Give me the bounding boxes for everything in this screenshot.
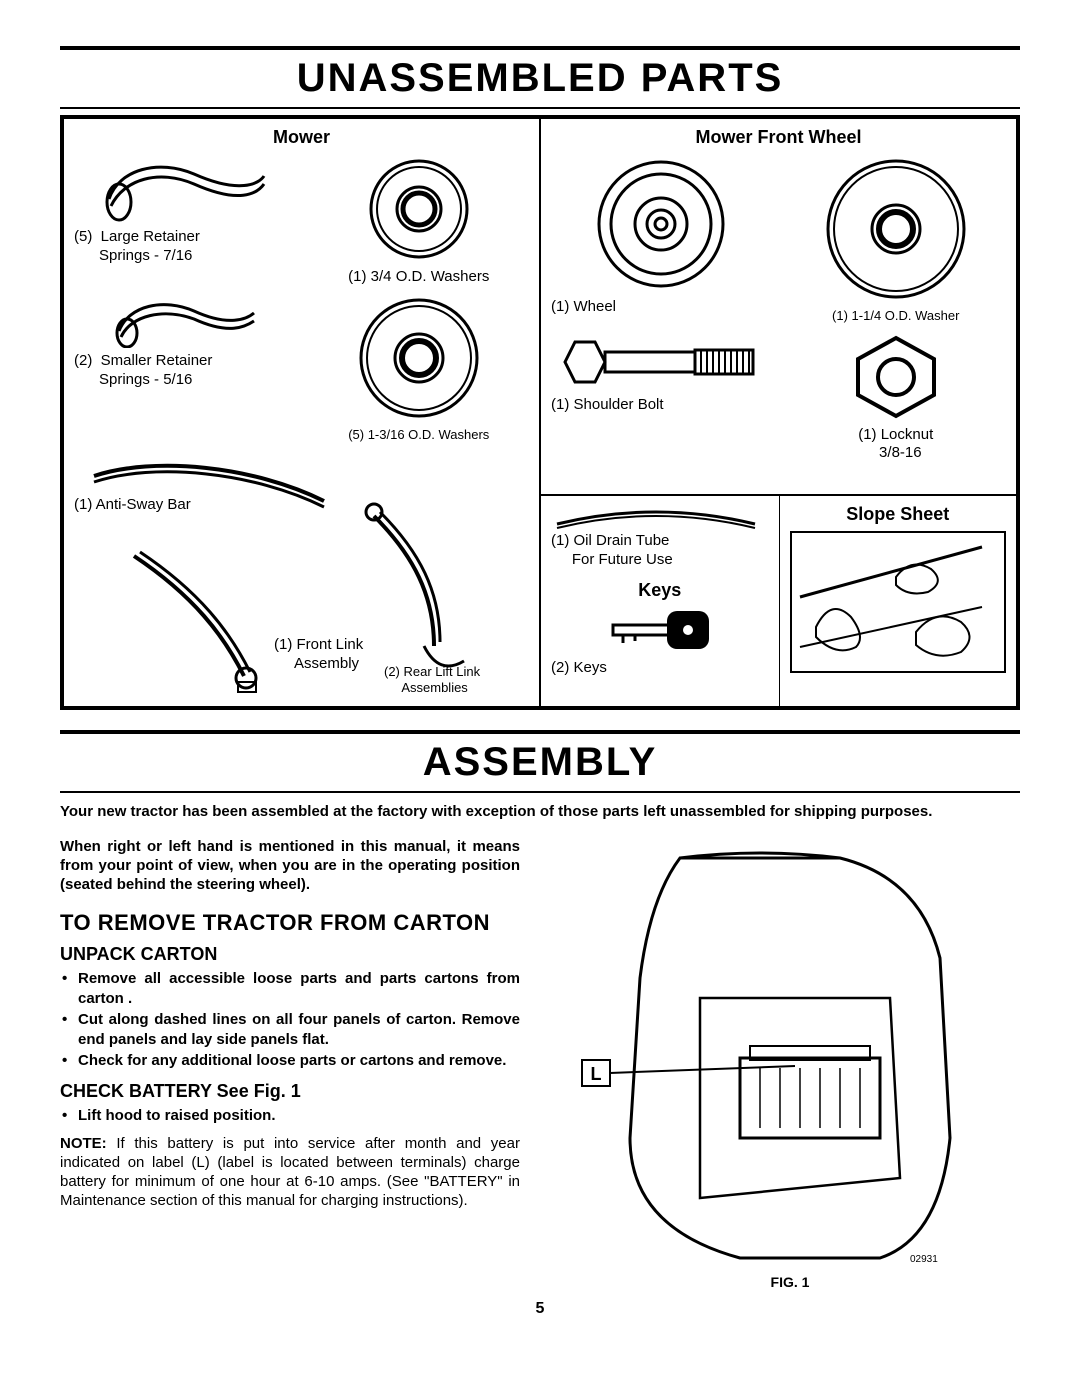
slope-sheet-icon — [796, 537, 986, 667]
key-icon — [605, 605, 715, 655]
oil-tube-label: (1) Oil Drain Tube For Future Use — [551, 532, 769, 570]
slope-sheet-box — [790, 531, 1007, 673]
washer-114-group: (1) 1-1/4 O.D. Washer — [786, 154, 1007, 324]
page-number: 5 — [60, 1300, 1020, 1318]
washer-34-label: (1) 3/4 O.D. Washers — [348, 268, 489, 287]
washer-large-icon — [344, 293, 494, 423]
locknut-group: (1) Locknut 3/8-16 — [786, 332, 1007, 464]
assembly-intro: Your new tractor has been assembled at t… — [60, 803, 1020, 822]
battery-note: NOTE: If this battery is put into servic… — [60, 1135, 520, 1210]
rule-assembly-top — [60, 730, 1020, 734]
heading-remove-tractor: TO REMOVE TRACTOR FROM CARTON — [60, 910, 520, 936]
oil-drain-tube-icon — [551, 504, 761, 532]
fig1-battery-icon: L 02931 — [560, 838, 980, 1268]
large-spring-label: (5) Large Retainer Springs - 7/16 — [74, 228, 200, 266]
subcell-keys: (1) Oil Drain Tube For Future Use Keys (… — [541, 496, 779, 706]
orientation-note: When right or left hand is mentioned in … — [60, 838, 520, 894]
unpack-item: Check for any additional loose parts or … — [78, 1051, 520, 1071]
washer-1316-group: (5) 1-3/16 O.D. Washers — [309, 293, 530, 443]
keys-header: Keys — [551, 580, 769, 601]
washer-1316-label: (5) 1-3/16 O.D. Washers — [348, 427, 489, 443]
unpack-item: Cut along dashed lines on all four panel… — [78, 1010, 520, 1049]
mower-header: Mower — [74, 127, 529, 148]
l-marker: L — [591, 1064, 602, 1084]
rule-under-assembly — [60, 791, 1020, 793]
fig1-caption: FIG. 1 — [560, 1274, 1020, 1290]
heading-unpack: UNPACK CARTON — [60, 944, 520, 965]
fig-id: 02931 — [910, 1254, 938, 1265]
locknut-label: (1) Locknut 3/8-16 — [858, 426, 933, 464]
assembly-left-column: When right or left hand is mentioned in … — [60, 838, 520, 1210]
large-retainer-spring-group: (5) Large Retainer Springs - 7/16 — [74, 154, 295, 287]
unpack-list: Remove all accessible loose parts and pa… — [60, 969, 520, 1071]
washer-114-label: (1) 1-1/4 O.D. Washer — [832, 308, 959, 324]
heading-assembly: ASSEMBLY — [60, 740, 1020, 785]
spring-large-icon — [99, 154, 269, 224]
cell-mower: Mower (5) Large Retainer Springs - 7/16 — [63, 118, 540, 707]
wheel-icon — [591, 154, 731, 294]
rule-under-unassembled — [60, 107, 1020, 109]
battery-item: Lift hood to raised position. — [78, 1106, 520, 1126]
locknut-icon — [846, 332, 946, 422]
shoulder-bolt-icon — [561, 332, 761, 392]
wheel-group: (1) Wheel — [551, 154, 772, 317]
rear-lift-label: (2) Rear Lift Link Assemblies — [384, 664, 480, 695]
keys-label: (2) Keys — [551, 659, 607, 678]
cell-front-wheel: Mower Front Wheel (1) Wheel — [540, 118, 1017, 495]
subcell-slope: Slope Sheet — [779, 496, 1017, 706]
heading-unassembled: UNASSEMBLED PARTS — [60, 56, 1020, 101]
assembly-right-column: L 02931 FIG. 1 — [560, 838, 1020, 1290]
rule-top — [60, 46, 1020, 50]
heading-check-battery: CHECK BATTERY See Fig. 1 — [60, 1081, 520, 1102]
washer-small-icon — [354, 154, 484, 264]
small-retainer-spring-group: (2) Smaller Retainer Springs - 5/16 — [74, 293, 295, 443]
small-spring-label: (2) Smaller Retainer Springs - 5/16 — [74, 352, 212, 390]
battery-note-text: If this battery is put into service afte… — [60, 1135, 520, 1208]
front-link-label: (1) Front Link Assembly — [274, 636, 363, 674]
bolt-group: (1) Shoulder Bolt — [551, 332, 772, 415]
washer-114-icon — [816, 154, 976, 304]
slope-header: Slope Sheet — [790, 504, 1007, 525]
front-wheel-header: Mower Front Wheel — [551, 127, 1006, 148]
battery-list: Lift hood to raised position. — [60, 1106, 520, 1126]
washer-34-group: (1) 3/4 O.D. Washers — [309, 154, 530, 287]
parts-diagram-box: Mower (5) Large Retainer Springs - 7/16 — [60, 115, 1020, 710]
bolt-label: (1) Shoulder Bolt — [551, 396, 664, 415]
cell-bottom-right: (1) Oil Drain Tube For Future Use Keys (… — [540, 495, 1017, 707]
wheel-label: (1) Wheel — [551, 298, 616, 317]
unpack-item: Remove all accessible loose parts and pa… — [78, 969, 520, 1008]
spring-small-icon — [109, 293, 259, 348]
